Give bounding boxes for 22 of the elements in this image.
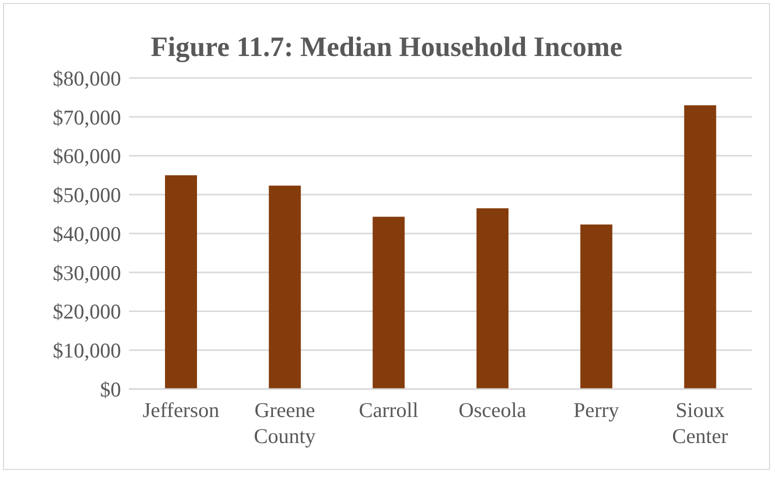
- y-tick-label: $10,000: [52, 338, 121, 363]
- y-tick-label: $40,000: [52, 222, 121, 246]
- y-tick-label: $0: [100, 377, 121, 402]
- bar: [268, 186, 301, 389]
- bar: [684, 105, 716, 389]
- y-tick-label: $50,000: [52, 183, 121, 208]
- x-tick-label: Jefferson: [142, 398, 220, 422]
- x-tick-label: Carroll: [358, 398, 418, 422]
- bar: [165, 175, 197, 389]
- y-tick-label: $70,000: [52, 105, 121, 130]
- y-tick-label: $60,000: [52, 144, 121, 168]
- x-tick-label: Sioux Center: [672, 398, 728, 448]
- bar: [580, 224, 612, 389]
- y-tick-label: $30,000: [52, 260, 121, 285]
- y-tick-label: $80,000: [52, 66, 121, 90]
- x-tick-label: Perry: [574, 398, 620, 422]
- chart-title: Figure 11.7: Median Household Income: [150, 32, 624, 64]
- x-tick-label: Greene County: [254, 398, 316, 448]
- x-tick-label: Osceola: [458, 398, 527, 422]
- y-tick-label: $20,000: [52, 300, 121, 324]
- bar: [372, 216, 405, 389]
- bar: [476, 208, 508, 389]
